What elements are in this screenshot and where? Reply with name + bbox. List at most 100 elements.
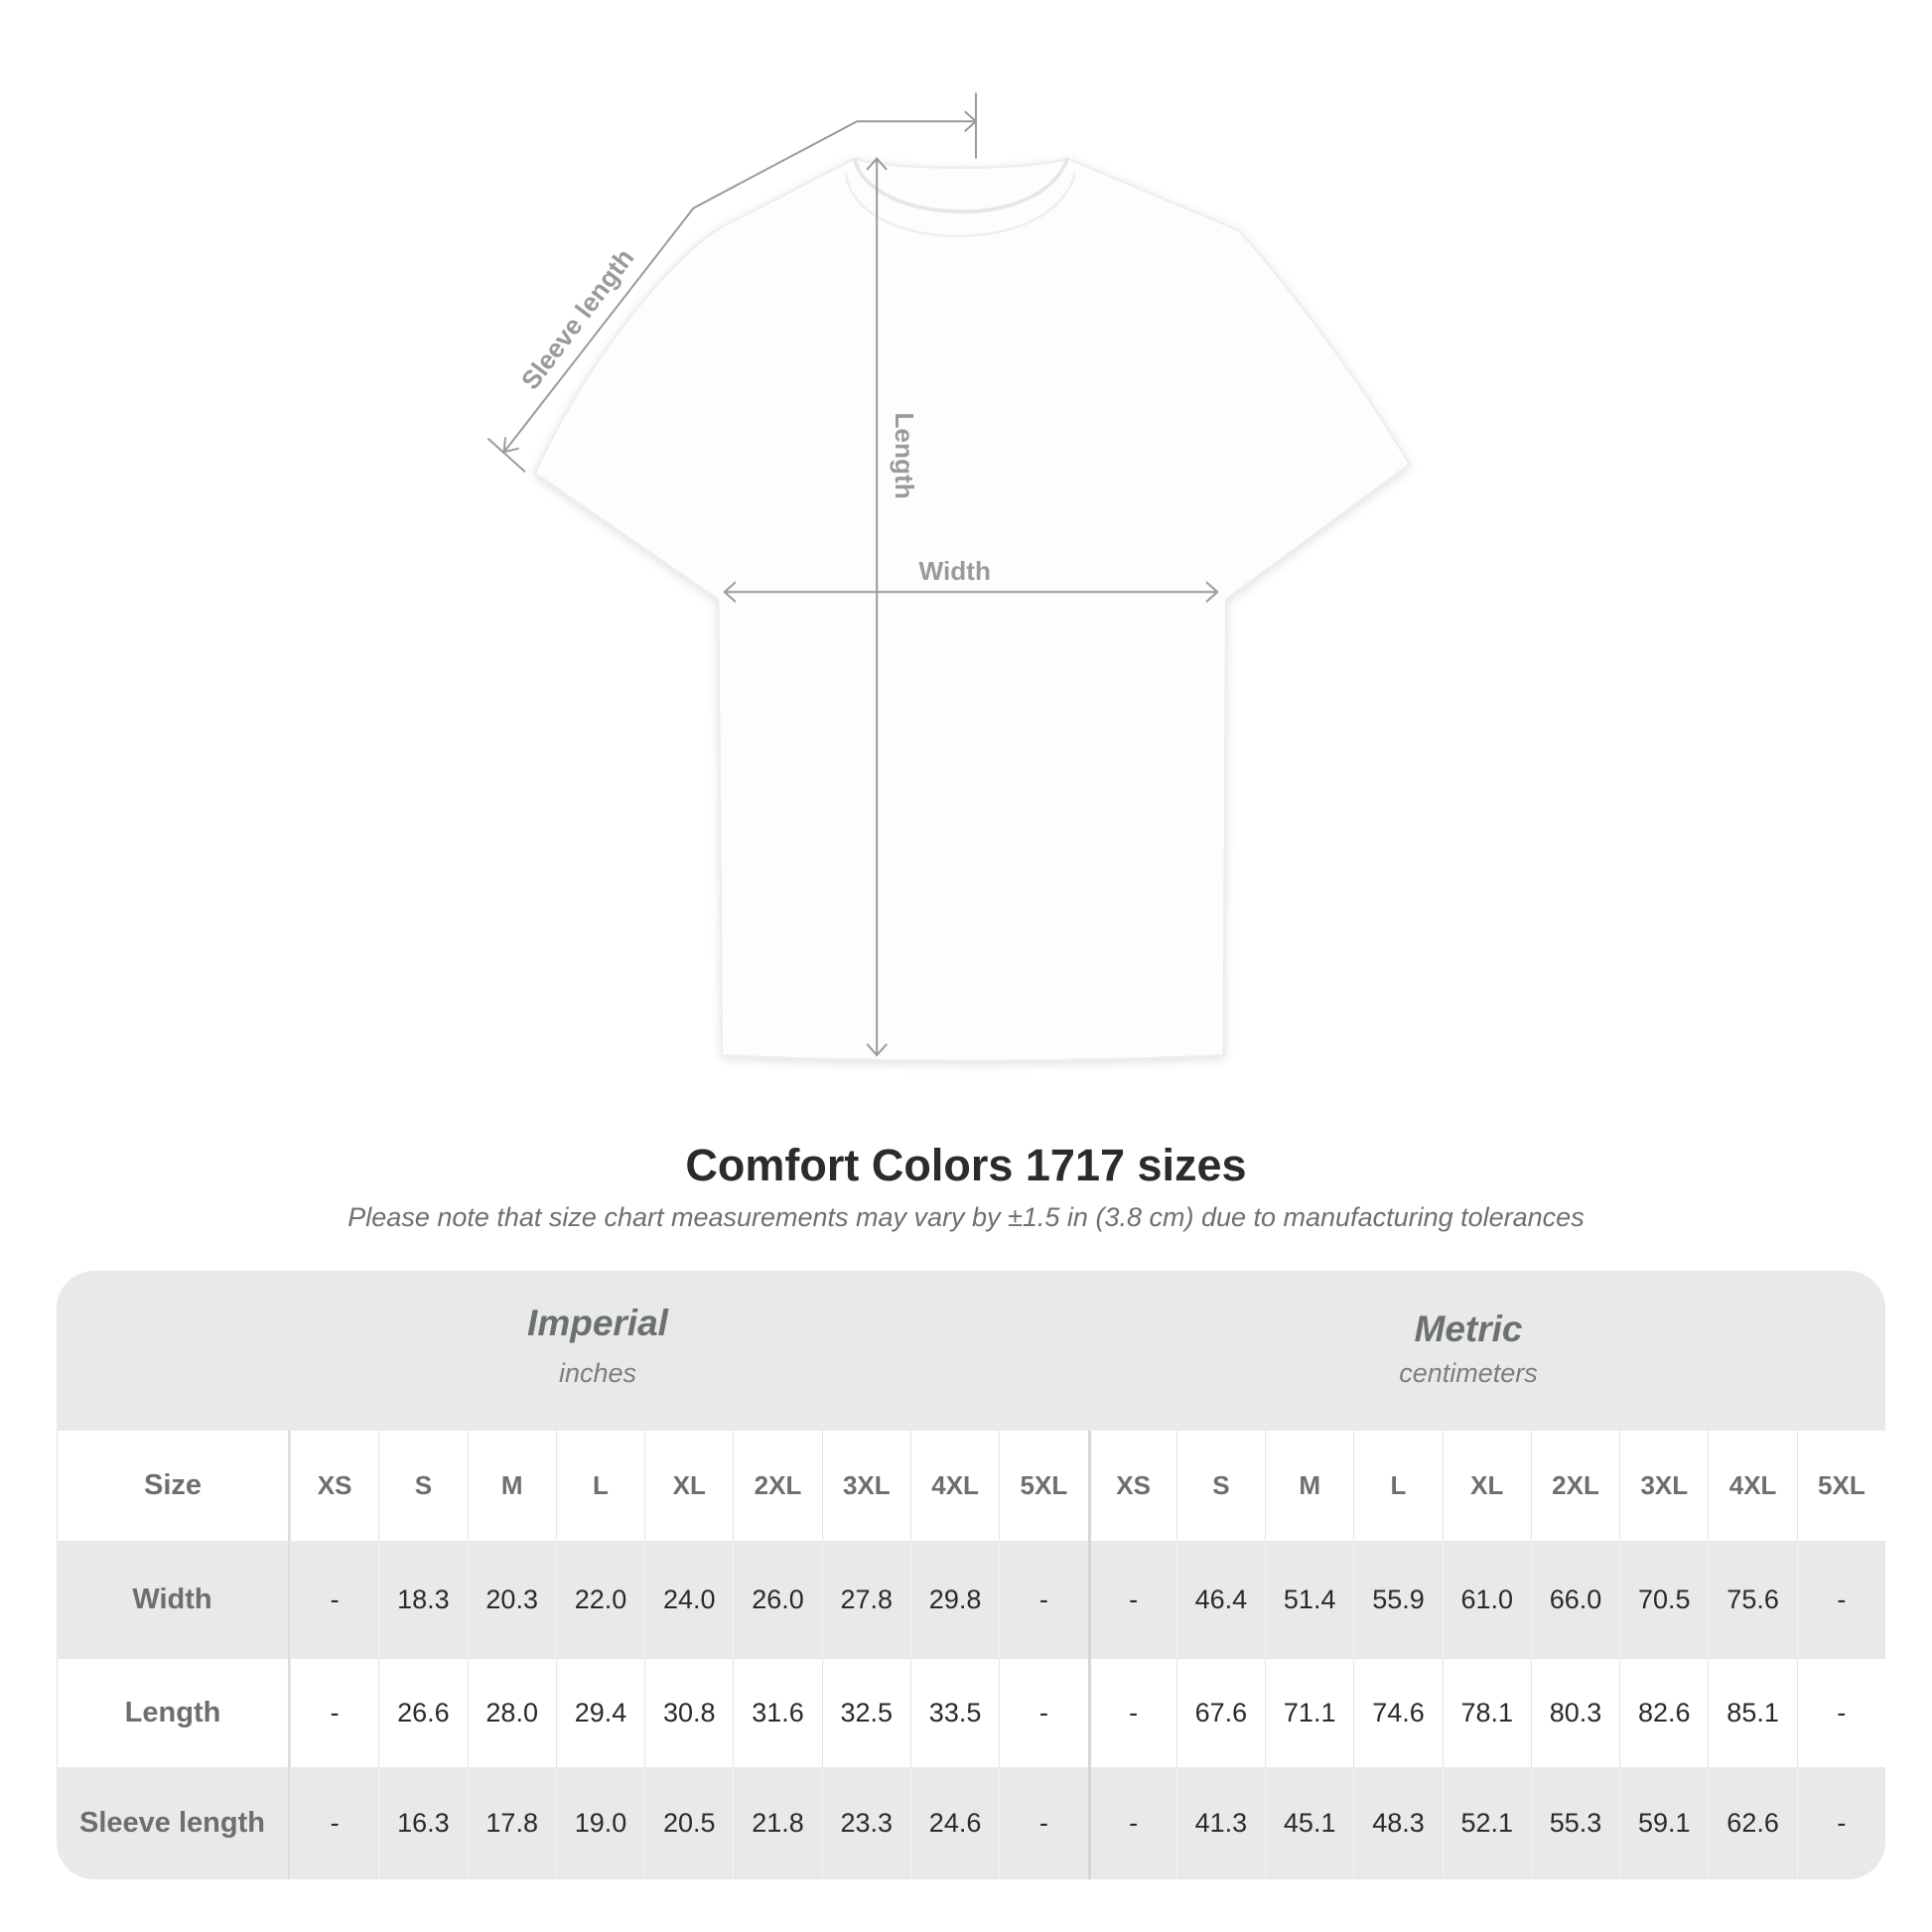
- row-label: Width: [57, 1541, 290, 1659]
- metric-value-cell: 48.3: [1353, 1767, 1442, 1879]
- metric-size-m: M: [1265, 1431, 1353, 1541]
- width-arrow-left: [723, 581, 737, 603]
- metric-size-3xl: 3XL: [1619, 1431, 1708, 1541]
- imperial-value-cell: 20.3: [467, 1541, 556, 1659]
- metric-size-xl: XL: [1442, 1431, 1531, 1541]
- metric-value-cell: -: [1087, 1767, 1176, 1879]
- metric-title: Metric: [1414, 1309, 1523, 1349]
- imperial-value-cell: 17.8: [467, 1767, 556, 1879]
- imperial-unit: inches: [558, 1358, 637, 1388]
- imperial-value-cell: 26.0: [733, 1541, 821, 1659]
- metric-value-cell: 74.6: [1353, 1659, 1442, 1767]
- metric-value-cell: 51.4: [1265, 1541, 1353, 1659]
- metric-value-cell: 55.3: [1530, 1767, 1619, 1879]
- size-column-label: Size: [57, 1431, 290, 1541]
- metric-value-cell: 80.3: [1530, 1659, 1619, 1767]
- metric-value-cell: 67.6: [1175, 1659, 1265, 1767]
- length-arrow-bottom: [866, 1042, 888, 1057]
- metric-size-4xl: 4XL: [1708, 1431, 1796, 1541]
- table-row-sleeve-length: Sleeve length -16.3 17.8 19.0 20.5 21.8 23.3 24…: [57, 1767, 1885, 1879]
- sleeve-tick-bottom: [486, 437, 526, 474]
- width-arrow-right: [1205, 581, 1219, 603]
- imperial-value-cell: 28.0: [467, 1659, 556, 1767]
- metric-size-5xl: 5XL: [1796, 1431, 1885, 1541]
- imperial-title: Imperial: [527, 1303, 668, 1343]
- metric-value-cell: 82.6: [1619, 1659, 1708, 1767]
- imperial-size-4xl: 4XL: [909, 1431, 999, 1541]
- imperial-value-cell: 33.5: [909, 1659, 999, 1767]
- imperial-value-cell: -: [290, 1767, 378, 1879]
- sleeve-line: [502, 120, 976, 453]
- size-chart-table: Imperial inches Metric centimeters Size X…: [57, 1271, 1885, 1879]
- length-label: Length: [890, 412, 919, 498]
- imperial-value-cell: 24.6: [909, 1767, 999, 1879]
- imperial-value-cell: 31.6: [733, 1659, 821, 1767]
- metric-value-cell: 78.1: [1442, 1659, 1531, 1767]
- imperial-size-l: L: [555, 1431, 644, 1541]
- imperial-value-cell: -: [290, 1659, 378, 1767]
- table-row-width: Width -18.3 20.3 22.0 24.0 26.0 27.8 29.8- -46.4…: [57, 1541, 1885, 1659]
- metric-value-cell: 45.1: [1265, 1767, 1353, 1879]
- page-title: Comfort Colors 1717 sizes: [685, 1140, 1247, 1190]
- imperial-size-2xl: 2XL: [733, 1431, 821, 1541]
- imperial-value-cell: 29.4: [555, 1659, 644, 1767]
- metric-size-2xl: 2XL: [1530, 1431, 1619, 1541]
- row-label: Sleeve length: [57, 1767, 290, 1879]
- metric-value-cell: 41.3: [1175, 1767, 1265, 1879]
- imperial-value-cell: -: [999, 1659, 1087, 1767]
- imperial-value-cell: 22.0: [555, 1541, 644, 1659]
- table-header: Imperial inches Metric centimeters: [57, 1271, 1885, 1431]
- metric-value-cell: -: [1087, 1541, 1176, 1659]
- metric-value-cell: -: [1796, 1659, 1885, 1767]
- imperial-value-cell: 19.0: [555, 1767, 644, 1879]
- metric-value-cell: -: [1796, 1541, 1885, 1659]
- metric-value-cell: 62.6: [1708, 1767, 1796, 1879]
- imperial-value-cell: 26.6: [378, 1659, 467, 1767]
- metric-unit: centimeters: [1399, 1358, 1538, 1388]
- metric-value-cell: 71.1: [1265, 1659, 1353, 1767]
- metric-value-cell: 85.1: [1708, 1659, 1796, 1767]
- metric-value-cell: 75.6: [1708, 1541, 1796, 1659]
- metric-value-cell: -: [1087, 1659, 1176, 1767]
- imperial-value-cell: 16.3: [378, 1767, 467, 1879]
- imperial-size-xl: XL: [644, 1431, 733, 1541]
- imperial-value-cell: 29.8: [909, 1541, 999, 1659]
- metric-value-cell: 55.9: [1353, 1541, 1442, 1659]
- metric-size-xs: XS: [1087, 1431, 1176, 1541]
- metric-header: Metric centimeters: [1171, 1309, 1766, 1389]
- metric-value-cell: 61.0: [1442, 1541, 1531, 1659]
- imperial-value-cell: 27.8: [821, 1541, 910, 1659]
- tolerance-note: Please note that size chart measurements…: [347, 1202, 1585, 1232]
- imperial-value-cell: 21.8: [733, 1767, 821, 1879]
- metric-value-cell: 52.1: [1442, 1767, 1531, 1879]
- table-row-length: Length -26.6 28.0 29.4 30.8 31.6 32.5 33.5- -67.…: [57, 1659, 1885, 1767]
- width-label: Width: [919, 556, 991, 586]
- metric-value-cell: 46.4: [1175, 1541, 1265, 1659]
- metric-value-cell: 70.5: [1619, 1541, 1708, 1659]
- imperial-size-s: S: [378, 1431, 467, 1541]
- imperial-value-cell: 30.8: [644, 1659, 733, 1767]
- size-header-row: Size XS S M L XL 2XL 3XL 4XL 5XL XS S M L XL 2XL 3XL 4XL 5…: [57, 1431, 1885, 1541]
- imperial-value-cell: -: [999, 1541, 1087, 1659]
- metric-size-l: L: [1353, 1431, 1442, 1541]
- imperial-value-cell: 32.5: [821, 1659, 910, 1767]
- imperial-value-cell: 20.5: [644, 1767, 733, 1879]
- imperial-value-cell: 24.0: [644, 1541, 733, 1659]
- imperial-value-cell: -: [999, 1767, 1087, 1879]
- row-label: Length: [57, 1659, 290, 1767]
- imperial-size-m: M: [467, 1431, 556, 1541]
- imperial-value-cell: 18.3: [378, 1541, 467, 1659]
- metric-value-cell: 59.1: [1619, 1767, 1708, 1879]
- measurement-lines: [486, 92, 1219, 1057]
- tshirt-image: [533, 157, 1411, 1062]
- imperial-header: Imperial inches: [300, 1303, 896, 1389]
- metric-size-s: S: [1175, 1431, 1265, 1541]
- imperial-size-5xl: 5XL: [999, 1431, 1087, 1541]
- metric-value-cell: 66.0: [1530, 1541, 1619, 1659]
- length-arrow-top: [866, 157, 888, 171]
- imperial-size-3xl: 3XL: [821, 1431, 910, 1541]
- imperial-size-xs: XS: [290, 1431, 378, 1541]
- imperial-value-cell: 23.3: [821, 1767, 910, 1879]
- imperial-value-cell: -: [290, 1541, 378, 1659]
